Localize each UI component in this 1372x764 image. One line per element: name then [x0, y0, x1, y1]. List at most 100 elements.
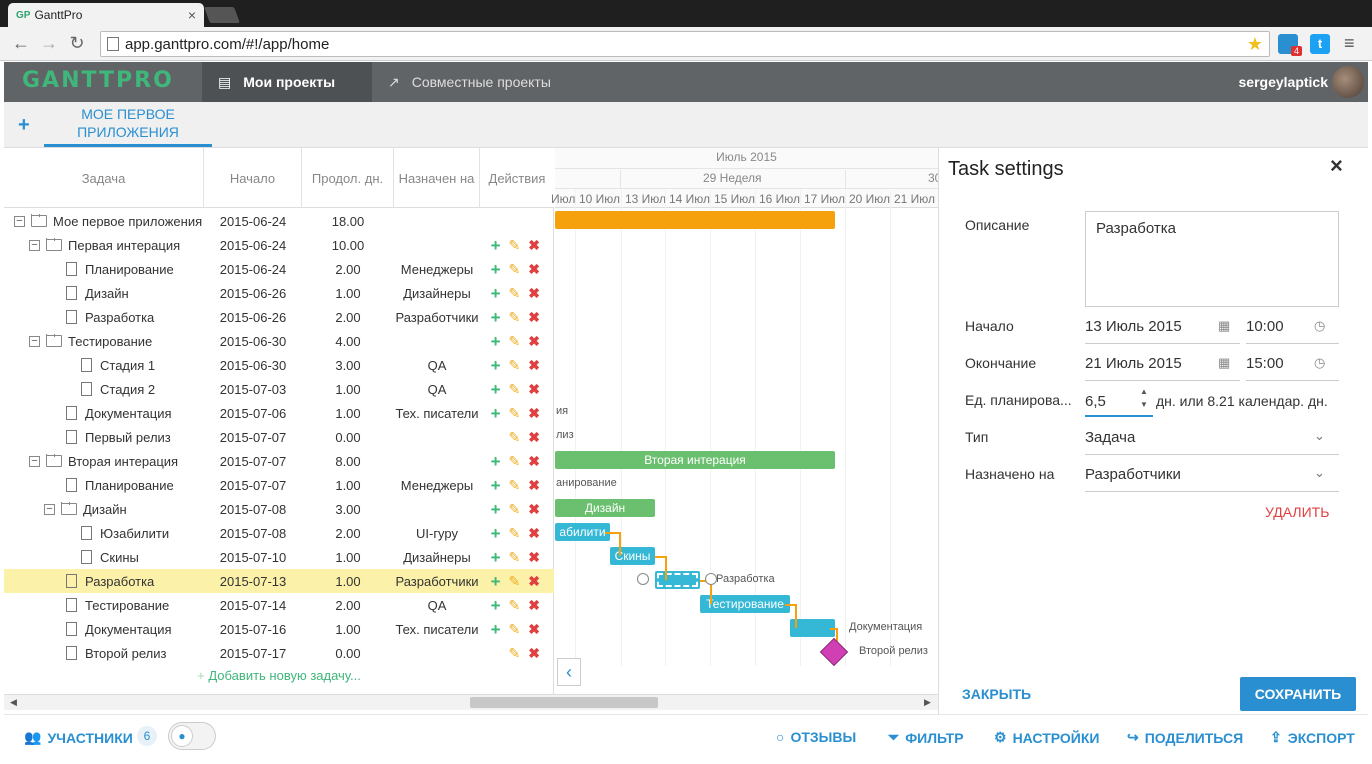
table-row[interactable]: Стадия 1 2015-06-30 3.00 QA + ✎ ✖ — [4, 353, 554, 377]
project-bar[interactable] — [555, 211, 835, 229]
filter-button[interactable]: ⏷ ФИЛЬТР — [888, 729, 964, 746]
delete-x-icon[interactable]: ✖ — [528, 476, 540, 493]
start-cell[interactable]: 2015-07-06 — [219, 405, 287, 421]
edit-pencil-icon[interactable]: ✎ — [508, 356, 521, 373]
start-cell[interactable]: 2015-06-24 — [219, 237, 287, 253]
second-iteration-bar[interactable]: Вторая интерация — [555, 451, 835, 469]
start-cell[interactable]: 2015-06-26 — [219, 285, 287, 301]
task-name[interactable]: Разработка — [85, 309, 155, 325]
duration-cell[interactable]: 0.00 — [335, 645, 361, 661]
start-cell[interactable]: 2015-07-03 — [219, 381, 287, 397]
close-icon[interactable]: × — [1330, 153, 1343, 178]
tab-shared-projects[interactable]: ↗ Совместные проекты — [372, 62, 592, 102]
edit-pencil-icon[interactable]: ✎ — [508, 332, 521, 349]
collapse-toggle[interactable]: − — [29, 239, 40, 251]
duration-cell[interactable]: 1.00 — [335, 549, 361, 565]
add-subtask-icon[interactable]: + — [490, 307, 501, 327]
delete-x-icon[interactable]: ✖ — [528, 356, 540, 373]
usability-bar[interactable]: абилити — [555, 523, 610, 541]
add-subtask-icon[interactable]: + — [490, 283, 501, 303]
share-button[interactable]: ↪ ПОДЕЛИТЬСЯ — [1127, 729, 1243, 746]
duration-cell[interactable]: 2.00 — [335, 525, 361, 541]
close-tab-icon[interactable]: × — [187, 7, 196, 23]
task-name[interactable]: Тестирование — [85, 597, 170, 613]
delete-x-icon[interactable]: ✖ — [528, 236, 540, 253]
start-cell[interactable]: 2015-07-07 — [219, 477, 287, 493]
table-row[interactable]: Юзабилити 2015-07-08 2.00 UI-гуру + ✎ ✖ — [4, 521, 554, 545]
forward-icon[interactable]: → — [40, 33, 58, 53]
back-icon[interactable]: ← — [12, 33, 30, 53]
table-row[interactable]: Дизайн 2015-06-26 1.00 Дизайнеры + ✎ ✖ — [4, 281, 554, 305]
table-row[interactable]: Документация 2015-07-06 1.00 Тех. писатели +… — [4, 401, 554, 425]
delete-x-icon[interactable]: ✖ — [528, 380, 540, 397]
collapse-toggle[interactable]: − — [29, 455, 40, 467]
scrollbar-thumb[interactable] — [470, 697, 658, 708]
add-subtask-icon[interactable]: + — [490, 355, 501, 375]
collapse-toggle[interactable]: − — [14, 215, 25, 227]
link-handle[interactable] — [637, 573, 649, 585]
add-subtask-icon[interactable]: + — [490, 547, 501, 567]
units-stepper[interactable]: ▲ ▼ — [1140, 387, 1148, 409]
duration-cell[interactable]: 8.00 — [335, 453, 361, 469]
duration-cell[interactable]: 1.00 — [335, 621, 361, 637]
col-header-assignee[interactable]: Назначен на — [394, 148, 480, 208]
start-cell[interactable]: 2015-06-26 — [219, 309, 287, 325]
delete-x-icon[interactable]: ✖ — [528, 308, 540, 325]
table-row[interactable]: Второй релиз 2015-07-17 0.00 ✎ ✖ — [4, 641, 554, 665]
bookmark-star-icon[interactable]: ★ — [1246, 33, 1263, 54]
duration-cell[interactable]: 1.00 — [335, 477, 361, 493]
col-header-duration[interactable]: Продол. дн. — [302, 148, 394, 208]
chevron-down-icon[interactable]: ⌄ — [1314, 428, 1325, 443]
calendar-icon[interactable]: ▦ — [1218, 318, 1231, 333]
assignee-cell[interactable]: Тех. писатели — [395, 621, 479, 637]
add-subtask-icon[interactable]: + — [490, 235, 501, 255]
table-row[interactable]: Первый релиз 2015-07-07 0.00 ✎ ✖ — [4, 425, 554, 449]
duration-cell[interactable]: 1.00 — [335, 381, 361, 397]
edit-pencil-icon[interactable]: ✎ — [508, 500, 521, 517]
assignee-cell[interactable]: Дизайнеры — [403, 549, 471, 565]
link-handle[interactable] — [705, 573, 717, 585]
task-name[interactable]: Дизайн — [85, 285, 129, 301]
address-bar[interactable]: app.ganttpro.com/#!/app/home ★ — [100, 31, 1270, 57]
edit-pencil-icon[interactable]: ✎ — [508, 428, 521, 445]
edit-pencil-icon[interactable]: ✎ — [508, 284, 521, 301]
table-row[interactable]: Планирование 2015-07-07 1.00 Менеджеры + ✎ ✖ — [4, 473, 554, 497]
task-name[interactable]: Юзабилити — [100, 525, 170, 541]
collapse-toggle[interactable]: − — [44, 503, 55, 515]
add-subtask-icon[interactable]: + — [490, 595, 501, 615]
edit-pencil-icon[interactable]: ✎ — [508, 572, 521, 589]
edit-pencil-icon[interactable]: ✎ — [508, 476, 521, 493]
assignee-cell[interactable]: Дизайнеры — [403, 285, 471, 301]
reload-icon[interactable]: ↻ — [69, 33, 85, 53]
task-name[interactable]: Скины — [100, 549, 139, 565]
assignee-cell[interactable]: QA — [427, 357, 447, 373]
duration-cell[interactable]: 2.00 — [335, 309, 361, 325]
participants-button[interactable]: 👥 УЧАСТНИКИ — [24, 729, 133, 746]
add-subtask-icon[interactable]: + — [490, 619, 501, 639]
table-row[interactable]: Разработка 2015-07-13 1.00 Разработчики + ✎ ✖ — [4, 569, 554, 593]
delete-task-button[interactable]: УДАЛИТЬ — [1265, 504, 1330, 520]
duration-cell[interactable]: 3.00 — [335, 357, 361, 373]
assignee-cell[interactable]: Разработчики — [395, 573, 479, 589]
table-row[interactable]: − Первая интерация 2015-06-24 10.00 + ✎ ✖ — [4, 233, 554, 257]
delete-x-icon[interactable]: ✖ — [528, 332, 540, 349]
table-row[interactable]: Разработка 2015-06-26 2.00 Разработчики + ✎ ✖ — [4, 305, 554, 329]
col-header-task[interactable]: Задача — [4, 148, 204, 208]
start-cell[interactable]: 2015-07-16 — [219, 621, 287, 637]
add-subtask-icon[interactable]: + — [490, 379, 501, 399]
duration-cell[interactable]: 2.00 — [335, 597, 361, 613]
assignee-cell[interactable]: Тех. писатели — [395, 405, 479, 421]
export-button[interactable]: ⇪ ЭКСПОРТ — [1270, 729, 1355, 746]
edit-pencil-icon[interactable]: ✎ — [508, 380, 521, 397]
assignee-cell[interactable]: Менеджеры — [400, 477, 474, 493]
edit-pencil-icon[interactable]: ✎ — [508, 596, 521, 613]
save-button[interactable]: СОХРАНИТЬ — [1240, 677, 1356, 711]
tab-my-projects[interactable]: ▤ Мои проекты — [202, 62, 372, 102]
task-name[interactable]: Первый релиз — [85, 429, 171, 445]
new-tab-button[interactable] — [204, 7, 240, 23]
start-cell[interactable]: 2015-06-30 — [219, 357, 287, 373]
table-row[interactable]: − Дизайн 2015-07-08 3.00 + ✎ ✖ — [4, 497, 554, 521]
delete-x-icon[interactable]: ✖ — [528, 452, 540, 469]
delete-x-icon[interactable]: ✖ — [528, 548, 540, 565]
edit-pencil-icon[interactable]: ✎ — [508, 260, 521, 277]
